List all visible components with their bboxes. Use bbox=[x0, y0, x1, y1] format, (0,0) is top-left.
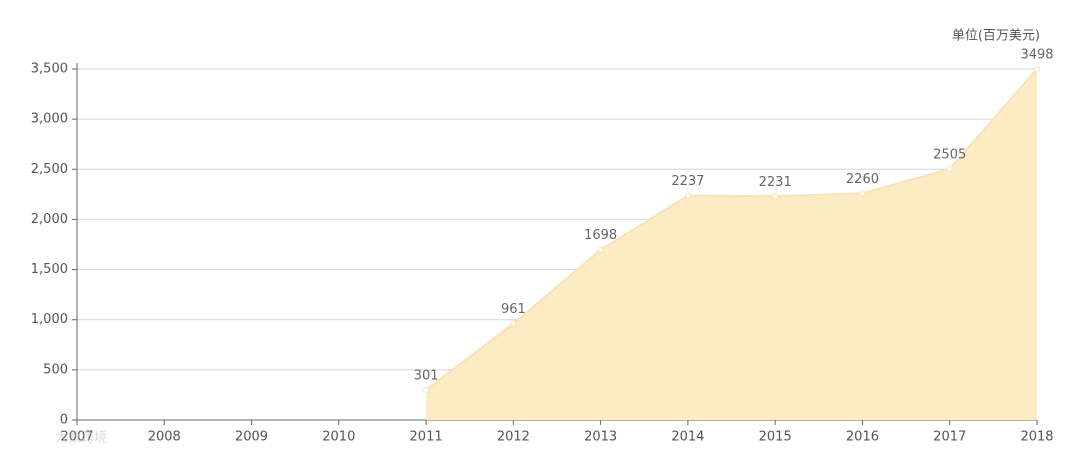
x-tick-label: 2017 bbox=[933, 430, 966, 445]
point bbox=[1034, 66, 1040, 73]
data-label: 961 bbox=[501, 302, 526, 317]
x-tick-label: 2015 bbox=[759, 430, 792, 445]
data-label: 301 bbox=[414, 368, 439, 383]
data-label: 3498 bbox=[1020, 48, 1053, 63]
x-tick-label: 2018 bbox=[1020, 430, 1053, 445]
y-tick-label: 0 bbox=[60, 413, 68, 428]
data-label: 1698 bbox=[584, 228, 617, 243]
x-tick-label: 2009 bbox=[235, 430, 268, 445]
watermark: 大数跨境 bbox=[55, 431, 107, 446]
point bbox=[510, 320, 517, 327]
point bbox=[946, 165, 953, 172]
point bbox=[684, 192, 691, 199]
data-label: 2260 bbox=[846, 172, 879, 187]
point bbox=[772, 193, 779, 200]
x-tick-label: 2014 bbox=[671, 430, 704, 445]
y-tick-label: 2,000 bbox=[31, 212, 68, 227]
y-tick-label: 500 bbox=[43, 362, 68, 377]
line bbox=[425, 68, 1038, 391]
x-tick-label: 2011 bbox=[410, 430, 443, 445]
point bbox=[859, 190, 866, 197]
data-label: 2231 bbox=[759, 175, 792, 190]
x-tick-label: 2016 bbox=[846, 430, 879, 445]
y-tick-label: 2,500 bbox=[31, 162, 68, 177]
data-label: 2237 bbox=[671, 174, 704, 189]
y-tick-label: 3,500 bbox=[31, 62, 68, 77]
y-tick-label: 1,000 bbox=[31, 312, 68, 327]
point bbox=[597, 246, 604, 253]
point bbox=[423, 386, 430, 393]
x-tick-label: 2013 bbox=[584, 430, 617, 445]
area bbox=[426, 69, 1037, 421]
x-tick-label: 2012 bbox=[497, 430, 530, 445]
x-tick-label: 2010 bbox=[322, 430, 355, 445]
data-label: 2505 bbox=[933, 147, 966, 162]
y-tick-label: 1,500 bbox=[31, 262, 68, 277]
x-tick-label: 2008 bbox=[148, 430, 181, 445]
unit-label: 单位(百万美元) bbox=[952, 29, 1040, 44]
x-tick-label: 2007 bbox=[60, 430, 93, 445]
y-tick-label: 3,000 bbox=[31, 112, 68, 127]
